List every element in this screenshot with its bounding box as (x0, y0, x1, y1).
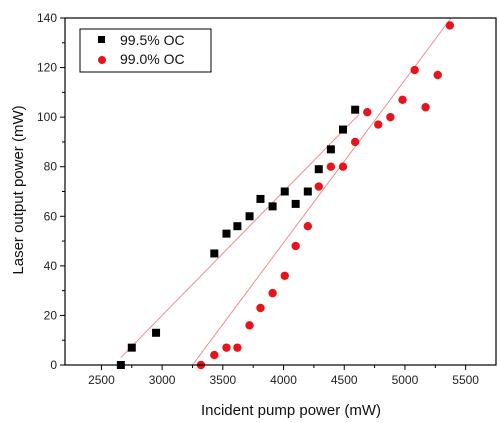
x-tick-label: 3500 (209, 373, 236, 387)
data-point-series-2 (386, 112, 395, 122)
x-tick-label: 3000 (149, 373, 176, 387)
data-point-series-1 (351, 105, 360, 114)
data-point-series-2 (421, 103, 430, 112)
data-point-series-2 (363, 107, 372, 117)
y-tick-label: 120 (37, 61, 57, 75)
data-point-series-1 (127, 343, 136, 352)
x-tick-label: 2500 (88, 373, 115, 387)
data-markers (116, 21, 455, 370)
data-point-series-1 (256, 194, 265, 203)
fit-lines (120, 17, 452, 366)
fit-line-2 (192, 17, 452, 366)
data-point-series-2 (326, 162, 336, 171)
data-point-series-2 (256, 303, 265, 313)
axis-ticks: 2500 3000 3500 4000 4500 5000 5500 0 20 40 60 80 100… (37, 11, 479, 387)
data-point-series-2 (291, 241, 300, 251)
data-point-series-1 (291, 199, 300, 208)
data-point-series-2 (350, 137, 360, 147)
data-point-series-2 (314, 182, 323, 191)
data-point-series-1 (245, 212, 254, 221)
x-axis-title: Incident pump power (mW) (201, 402, 381, 419)
data-point-series-1 (233, 222, 242, 231)
x-tick-label: 4000 (270, 373, 297, 387)
y-tick-label: 140 (37, 11, 57, 25)
data-point-series-2 (303, 222, 313, 231)
data-point-series-2 (338, 162, 348, 171)
data-point-series-2 (210, 350, 219, 360)
data-point-series-1 (303, 187, 312, 196)
x-tick-label: 4500 (331, 373, 358, 387)
fit-line-1 (120, 114, 360, 358)
data-point-series-1 (222, 229, 231, 238)
y-tick-label: 0 (50, 358, 57, 372)
data-point-series-2 (280, 271, 289, 280)
data-point-series-1 (339, 125, 348, 134)
data-point-series-1 (268, 202, 277, 211)
x-tick-label: 5000 (392, 373, 419, 387)
data-point-series-2 (233, 343, 242, 352)
legend-marker-circle (98, 56, 106, 64)
y-tick-label: 100 (37, 110, 57, 124)
legend-marker-square (98, 36, 105, 43)
y-axis-title: Laser output power (mW) (10, 105, 27, 274)
data-point-series-2 (433, 70, 442, 80)
data-point-series-2 (410, 65, 419, 75)
data-point-series-2 (374, 120, 383, 129)
y-tick-label: 80 (44, 160, 58, 174)
legend-label-99-0-oc: 99.0% OC (120, 51, 185, 67)
legend: 99.5% OC 99.0% OC (79, 28, 212, 73)
data-point-series-1 (314, 165, 323, 174)
data-point-series-2 (445, 21, 455, 30)
y-tick-label: 60 (44, 209, 58, 223)
y-tick-label: 40 (44, 259, 58, 273)
data-point-series-1 (210, 249, 219, 258)
x-tick-label: 5500 (452, 373, 479, 387)
y-tick-label: 20 (44, 308, 58, 322)
data-point-series-1 (326, 145, 335, 154)
legend-label-99-5-oc: 99.5% OC (120, 32, 185, 48)
data-point-series-1 (152, 328, 161, 337)
data-point-series-2 (268, 288, 277, 298)
data-point-series-2 (245, 321, 254, 330)
data-point-series-1 (280, 187, 289, 196)
data-point-series-2 (398, 95, 407, 104)
data-point-series-2 (222, 343, 231, 352)
